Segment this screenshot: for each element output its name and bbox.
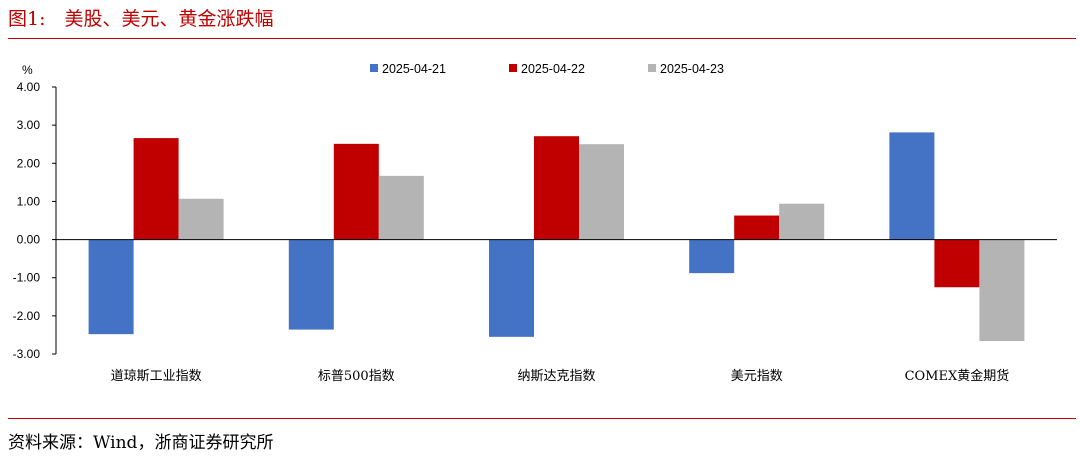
bar-2025-04-23-4 [779,203,825,240]
y-tick-label: -3.00 [13,347,41,361]
category-label: 标普500指数 [318,369,395,384]
y-tick-label: 0.00 [17,233,41,247]
legend-swatch [509,64,517,72]
legend-entry: 2025-04-21 [382,62,446,76]
legend-entry: 2025-04-23 [660,62,724,76]
y-tick-label: -2.00 [13,309,41,323]
legend-swatch [370,64,378,72]
legend: 2025-04-21 2025-04-22 2025-04-23 [370,62,724,76]
y-tick-label: 4.00 [17,80,41,94]
figure-title: 图1: 美股、美元、黄金涨跌幅 [8,8,274,30]
bar-2025-04-22-4 [734,215,780,240]
bar-2025-04-23-3 [579,144,624,240]
y-axis-unit-label: % [22,63,33,77]
category-label: 美元指数 [731,369,783,384]
category-label: 道琼斯工业指数 [111,369,202,384]
bar-2025-04-21-3 [489,239,534,337]
bar-chart: % 4.00 3.00 2.00 1.00 0.00 -1.00 -2.00 -3.00 道琼… [13,62,1057,384]
bar-2025-04-23-5 [979,239,1025,342]
category-label: 纳斯达克指数 [517,369,595,384]
bar-2025-04-21-4 [689,239,735,274]
y-tick-label: 1.00 [17,194,41,208]
bar-2025-04-22-2 [333,143,379,240]
bar-2025-04-21-5 [889,132,935,240]
source-divider [8,418,1076,419]
y-tick-label: 3.00 [17,118,41,132]
source-note: 资料来源：Wind，浙商证券研究所 [8,433,274,453]
bar-2025-04-22-3 [534,136,579,240]
y-tick-label: -1.00 [13,271,41,285]
bar-2025-04-23-1 [178,198,224,240]
bar-2025-04-22-1 [133,138,179,240]
category-label: COMEX黄金期货 [905,368,1010,384]
legend-swatch [648,64,656,72]
bar-2025-04-21-1 [88,239,134,335]
y-tick-label: 2.00 [17,156,41,170]
bar-2025-04-23-2 [378,175,424,240]
legend-entry: 2025-04-22 [521,62,585,76]
bar-2025-04-22-5 [934,239,980,288]
title-divider [8,38,1076,39]
bar-2025-04-21-2 [288,239,334,330]
